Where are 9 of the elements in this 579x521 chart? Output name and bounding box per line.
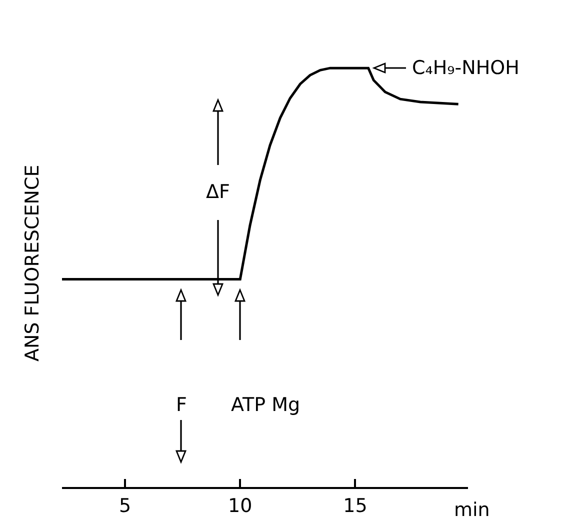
x-tick-label: 15	[343, 494, 368, 517]
x-tick-label: 10	[228, 494, 252, 517]
y-axis-title: ANS FLUORESCENCE	[22, 164, 44, 362]
annotation: ATP Mg	[231, 394, 300, 416]
x-axis-title: min	[454, 499, 490, 521]
annotation: F	[176, 394, 187, 416]
annotation: ΔF	[206, 181, 230, 203]
annotation: C₄H₉-NHOH	[412, 57, 520, 79]
x-tick-label: 5	[119, 494, 132, 517]
